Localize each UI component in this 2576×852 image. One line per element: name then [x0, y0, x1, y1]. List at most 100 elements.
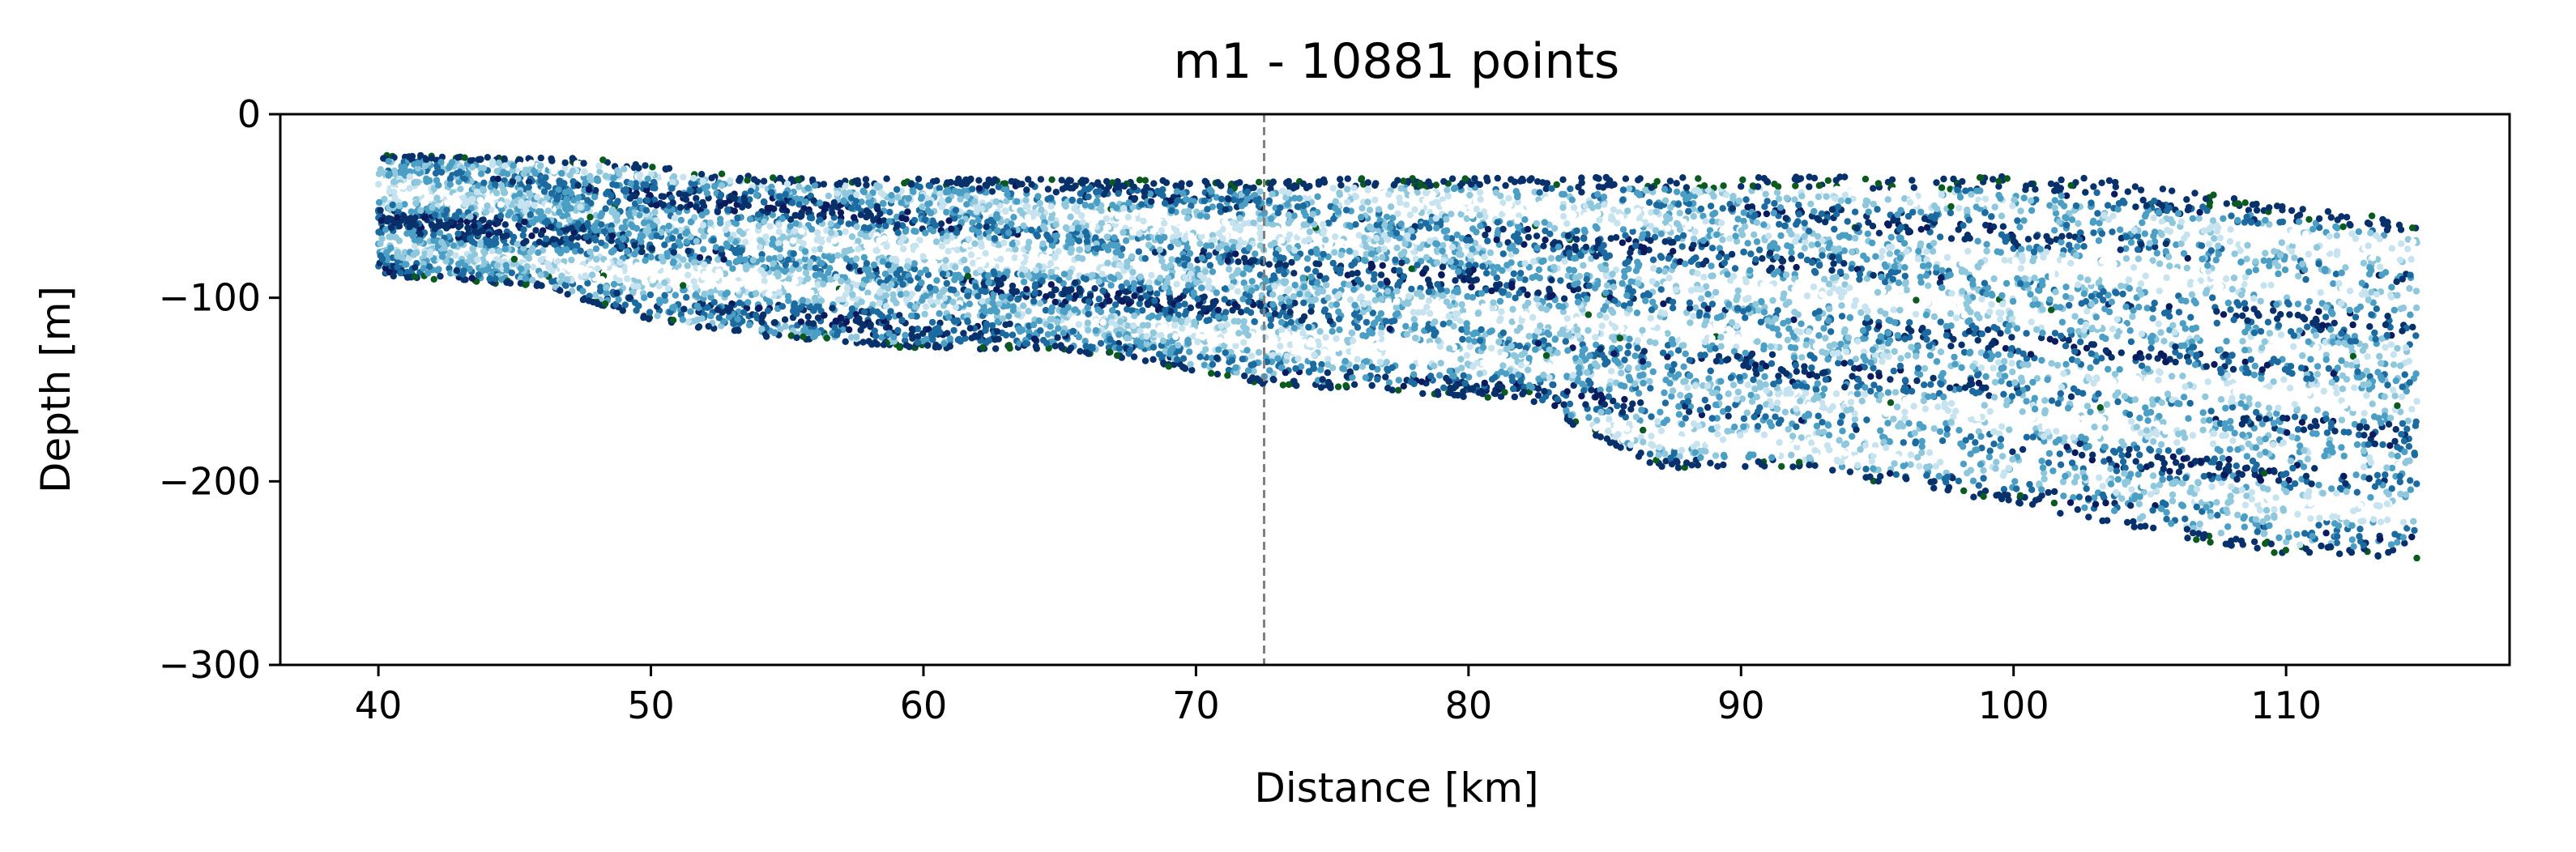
- scatter-point: [2141, 230, 2148, 237]
- scatter-point: [2032, 232, 2041, 241]
- scatter-point: [1014, 296, 1021, 303]
- scatter-point: [2060, 202, 2068, 210]
- scatter-point: [2237, 400, 2245, 407]
- scatter-point: [1653, 177, 1661, 185]
- scatter-point: [1499, 266, 1506, 275]
- scatter-point: [1468, 283, 1475, 291]
- scatter-point: [2351, 384, 2358, 391]
- scatter-point: [1378, 296, 1385, 303]
- scatter-point: [1725, 412, 1732, 420]
- scatter-point: [1762, 381, 1769, 388]
- scatter-point: [1203, 317, 1210, 325]
- scatter-point: [1067, 213, 1074, 220]
- scatter-point: [2273, 397, 2280, 405]
- scatter-point: [2369, 400, 2376, 407]
- scatter-point: [1338, 238, 1346, 246]
- scatter-point: [2058, 192, 2066, 199]
- scatter-point: [2304, 455, 2311, 462]
- scatter-point: [1433, 224, 1440, 232]
- scatter-point: [938, 203, 946, 211]
- scatter-point: [2077, 339, 2084, 346]
- scatter-point: [1682, 415, 1689, 422]
- scatter-point: [2275, 270, 2282, 278]
- scatter-point: [1252, 250, 1259, 258]
- scatter-point: [2228, 285, 2236, 293]
- scatter-point: [2114, 206, 2122, 213]
- scatter-point: [1933, 269, 1940, 276]
- scatter-point: [1887, 470, 1894, 477]
- scatter-point: [2157, 441, 2165, 448]
- scatter-point: [1991, 378, 1999, 386]
- scatter-point: [1983, 241, 1990, 248]
- scatter-point: [1994, 351, 2002, 359]
- scatter-point: [2399, 420, 2407, 428]
- scatter-point: [1269, 190, 1276, 198]
- scatter-point: [2266, 330, 2274, 337]
- scatter-point: [2020, 217, 2028, 224]
- scatter-point: [1719, 436, 1727, 444]
- scatter-point: [2074, 506, 2081, 513]
- scatter-point: [1895, 279, 1903, 287]
- scatter-point: [769, 241, 776, 248]
- scatter-point: [1157, 275, 1164, 282]
- scatter-point: [1740, 217, 1747, 225]
- scatter-point: [1743, 409, 1751, 416]
- scatter-point: [1947, 235, 1955, 242]
- scatter-point: [1936, 233, 1944, 241]
- scatter-point: [1174, 257, 1182, 264]
- scatter-point: [2277, 331, 2285, 339]
- scatter-point: [2386, 257, 2394, 265]
- scatter-point: [2262, 540, 2269, 547]
- scatter-point: [1887, 376, 1894, 383]
- scatter-point: [1998, 453, 2007, 460]
- scatter-point: [1712, 452, 1720, 459]
- scatter-point: [1772, 413, 1779, 420]
- scatter-point: [1897, 355, 1904, 362]
- scatter-point: [1739, 176, 1746, 184]
- scatter-point: [2087, 408, 2094, 415]
- scatter-point: [932, 238, 940, 245]
- scatter-point: [1877, 427, 1884, 434]
- scatter-point: [1255, 348, 1263, 356]
- scatter-point: [2356, 533, 2363, 540]
- scatter-point: [1199, 221, 1207, 228]
- scatter-point: [2350, 543, 2357, 551]
- scatter-point: [2413, 554, 2420, 562]
- scatter-point: [1750, 376, 1757, 384]
- scatter-point: [1860, 252, 1867, 260]
- scatter-point: [2109, 228, 2116, 236]
- scatter-point: [1714, 462, 1721, 470]
- scatter-point: [1719, 407, 1727, 415]
- scatter-point: [2198, 378, 2205, 386]
- scatter-point: [2022, 413, 2029, 420]
- scatter-point: [2313, 422, 2320, 429]
- scatter-point: [2401, 371, 2408, 378]
- scatter-point: [1865, 324, 1872, 332]
- scatter-point: [2260, 282, 2267, 289]
- scatter-point: [1793, 221, 1800, 228]
- scatter-point: [2392, 426, 2399, 433]
- scatter-point: [1150, 210, 1158, 217]
- scatter-point: [1269, 300, 1277, 309]
- scatter-point: [2410, 518, 2417, 525]
- scatter-point: [1999, 472, 2007, 479]
- scatter-point: [672, 292, 679, 299]
- scatter-point: [1620, 302, 1628, 309]
- scatter-point: [1307, 308, 1315, 315]
- scatter-point: [775, 181, 783, 188]
- scatter-point: [2396, 478, 2403, 486]
- scatter-point: [2053, 428, 2060, 435]
- scatter-point: [2185, 415, 2192, 422]
- scatter-point: [1744, 381, 1751, 389]
- scatter-point: [1352, 364, 1360, 371]
- scatter-point: [2305, 298, 2314, 305]
- scatter-point: [818, 289, 826, 297]
- scatter-point: [579, 288, 586, 295]
- scatter-point: [814, 314, 822, 322]
- scatter-point: [2353, 488, 2361, 496]
- scatter-point: [2315, 260, 2322, 267]
- scatter-point: [1436, 343, 1444, 350]
- scatter-point: [2096, 404, 2104, 411]
- scatter-point: [2291, 254, 2298, 262]
- scatter-point: [1782, 396, 1790, 403]
